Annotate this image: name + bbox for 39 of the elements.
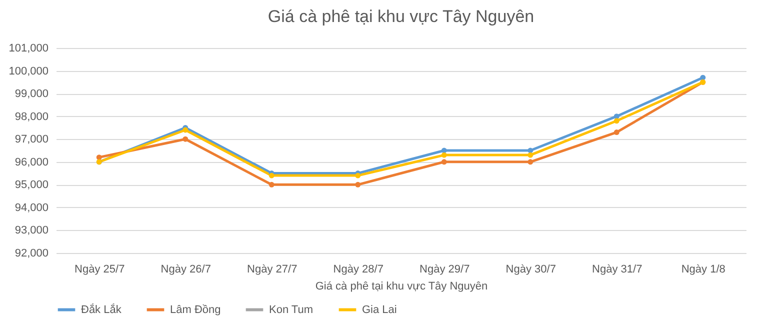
point [96, 154, 102, 160]
y-tick-label: 96,000 [14, 156, 48, 168]
point [182, 136, 188, 142]
legend-label: Kon Tum [269, 304, 314, 316]
x-tick-label: Ngày 31/7 [592, 264, 642, 276]
point [182, 127, 188, 133]
x-tick-label: Ngày 29/7 [420, 264, 470, 276]
x-tick-label: Ngày 28/7 [333, 264, 384, 276]
point [528, 159, 534, 165]
legend-label: Gia Lai [362, 304, 397, 316]
y-tick-label: 92,000 [14, 248, 48, 260]
point [441, 159, 447, 165]
y-tick-label: 93,000 [14, 224, 48, 237]
legend-label: Đắk Lắk [81, 302, 122, 316]
point [614, 118, 620, 124]
x-axis-title: Giá cà phê tại khu vực Tây Nguyên [315, 280, 488, 292]
point [355, 182, 361, 188]
point [614, 130, 620, 136]
y-tick-label: 97,000 [14, 134, 48, 146]
y-tick-label: 99,000 [14, 88, 48, 100]
chart-title: Giá cà phê tại khu vực Tây Nguyên [268, 7, 534, 26]
y-tick-label: 100,000 [8, 65, 48, 78]
x-tick-label: Ngày 30/7 [506, 264, 556, 276]
y-tick-label: 95,000 [14, 179, 48, 192]
point [268, 182, 274, 188]
y-tick-label: 94,000 [14, 202, 48, 214]
y-tick-label: 98,000 [14, 110, 48, 123]
x-tick-label: Ngày 25/7 [74, 264, 125, 276]
point [441, 152, 447, 158]
legend-label: Lâm Đồng [170, 304, 221, 316]
x-tick-label: Ngày 27/7 [247, 264, 298, 276]
x-tick-label: Ngày 26/7 [160, 264, 211, 276]
point [700, 74, 706, 80]
x-tick-label: Ngày 1/8 [681, 264, 726, 276]
y-tick-label: 101,000 [8, 42, 48, 54]
point [268, 172, 274, 178]
point [614, 114, 620, 120]
point [355, 172, 361, 178]
point [528, 152, 534, 158]
